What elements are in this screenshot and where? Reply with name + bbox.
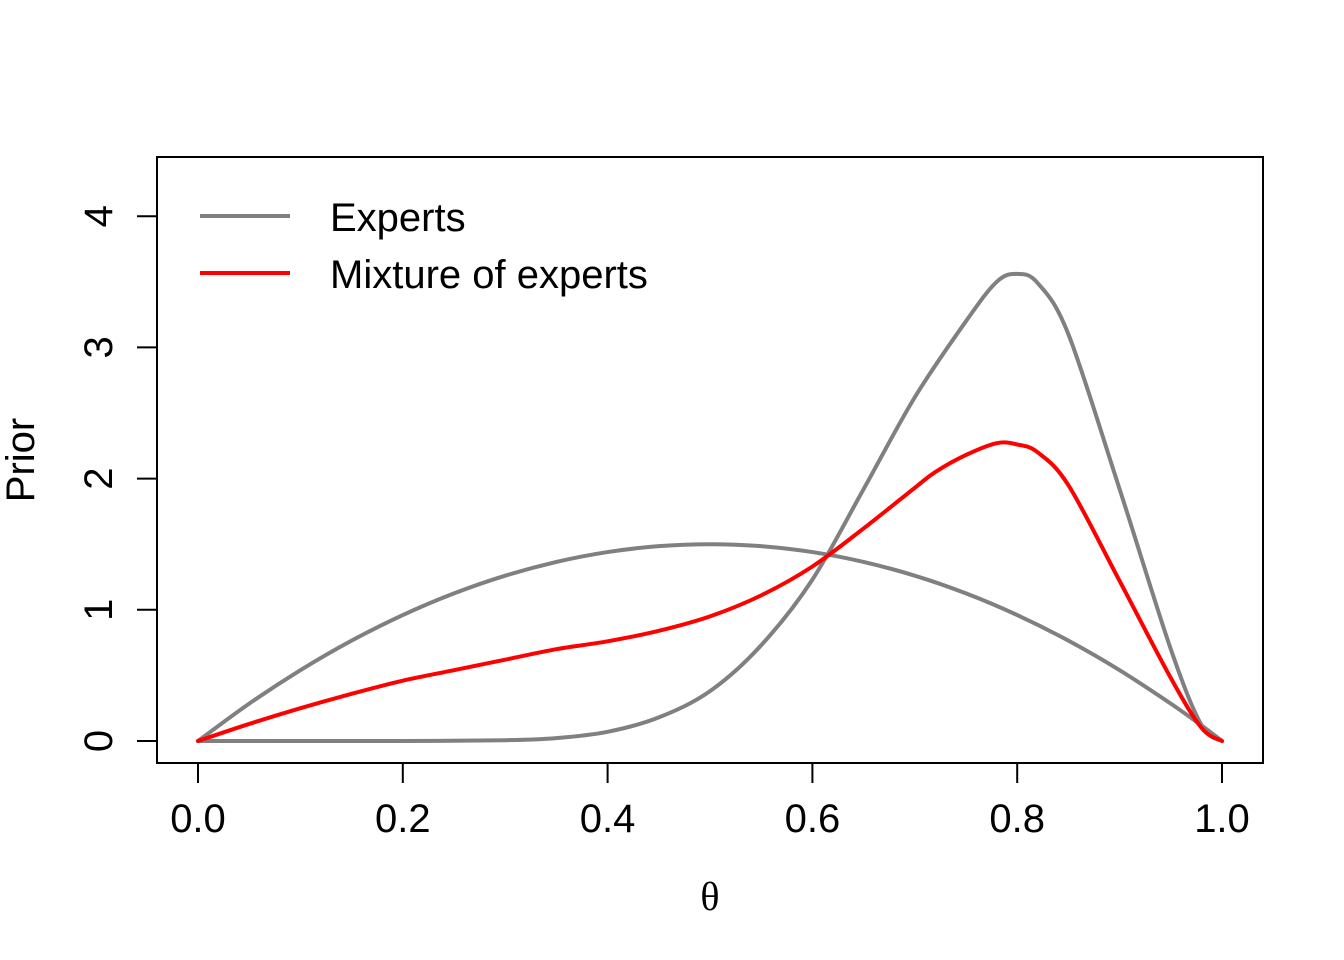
y-tick-label: 3 <box>77 336 121 358</box>
x-axis: 0.0 0.2 0.4 0.6 0.8 1.0 <box>170 762 1250 841</box>
series-line-experts-0 <box>196 542 1224 743</box>
x-axis-title: θ <box>700 874 719 919</box>
y-tick-label: 0 <box>77 730 121 752</box>
y-axis-title: Prior <box>0 418 43 502</box>
series-line-mixture-of-experts-2 <box>196 440 1224 743</box>
y-tick-label: 2 <box>77 467 121 489</box>
legend-label-experts: Experts <box>330 196 466 240</box>
series-line-experts-1 <box>196 271 1224 744</box>
y-axis: 0 1 2 3 4 <box>77 205 158 752</box>
x-tick-label: 0.2 <box>375 797 431 841</box>
x-tick-label: 0.4 <box>580 797 636 841</box>
legend-label-mixture: Mixture of experts <box>330 253 648 297</box>
y-tick-label: 4 <box>77 205 121 227</box>
x-tick-label: 1.0 <box>1194 797 1250 841</box>
series-layer <box>196 271 1224 744</box>
legend: Experts Mixture of experts <box>200 196 648 297</box>
x-tick-label: 0.8 <box>989 797 1045 841</box>
x-tick-label: 0.6 <box>785 797 841 841</box>
x-tick-label: 0.0 <box>170 797 226 841</box>
y-tick-label: 1 <box>77 599 121 621</box>
